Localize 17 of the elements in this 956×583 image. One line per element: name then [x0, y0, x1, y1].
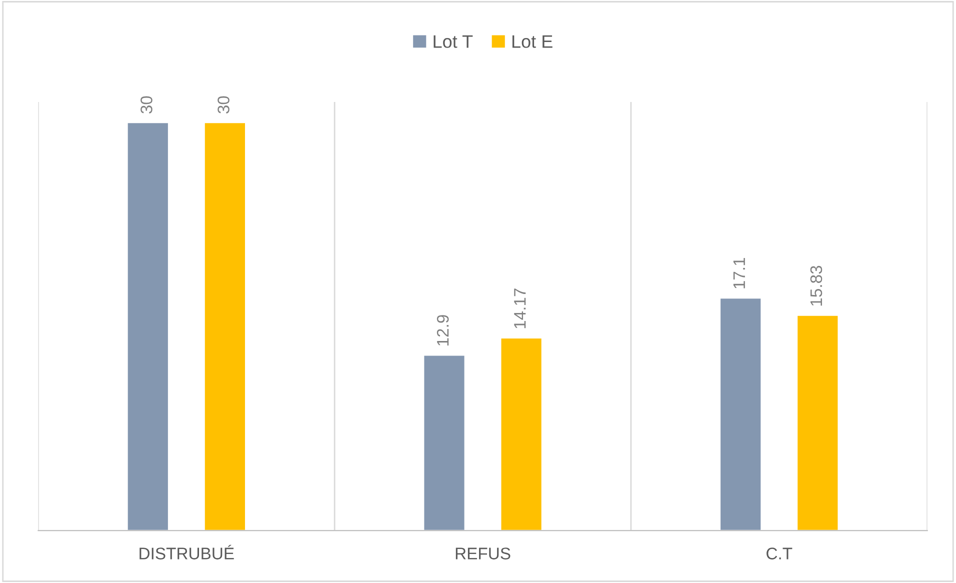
- x-tick-label: DISTRUBUÉ: [140, 544, 234, 560]
- x-tick-label: REFUS: [456, 548, 510, 560]
- bar: [796, 314, 840, 531]
- data-label: 30: [140, 96, 152, 114]
- bar: [422, 354, 466, 531]
- x-tick-label: C.T: [766, 548, 792, 560]
- legend-label: Lot E: [512, 35, 552, 48]
- data-label: 30: [218, 96, 230, 114]
- bar: [204, 122, 246, 531]
- data-label: 15.83: [810, 266, 822, 306]
- bar: [719, 297, 762, 531]
- bar: [126, 122, 170, 531]
- data-label: 12.9: [436, 315, 449, 346]
- data-label: 17.1: [733, 258, 745, 288]
- data-label: 14.17: [514, 288, 526, 328]
- bar: [500, 337, 543, 531]
- legend-label: Lot T: [434, 35, 473, 48]
